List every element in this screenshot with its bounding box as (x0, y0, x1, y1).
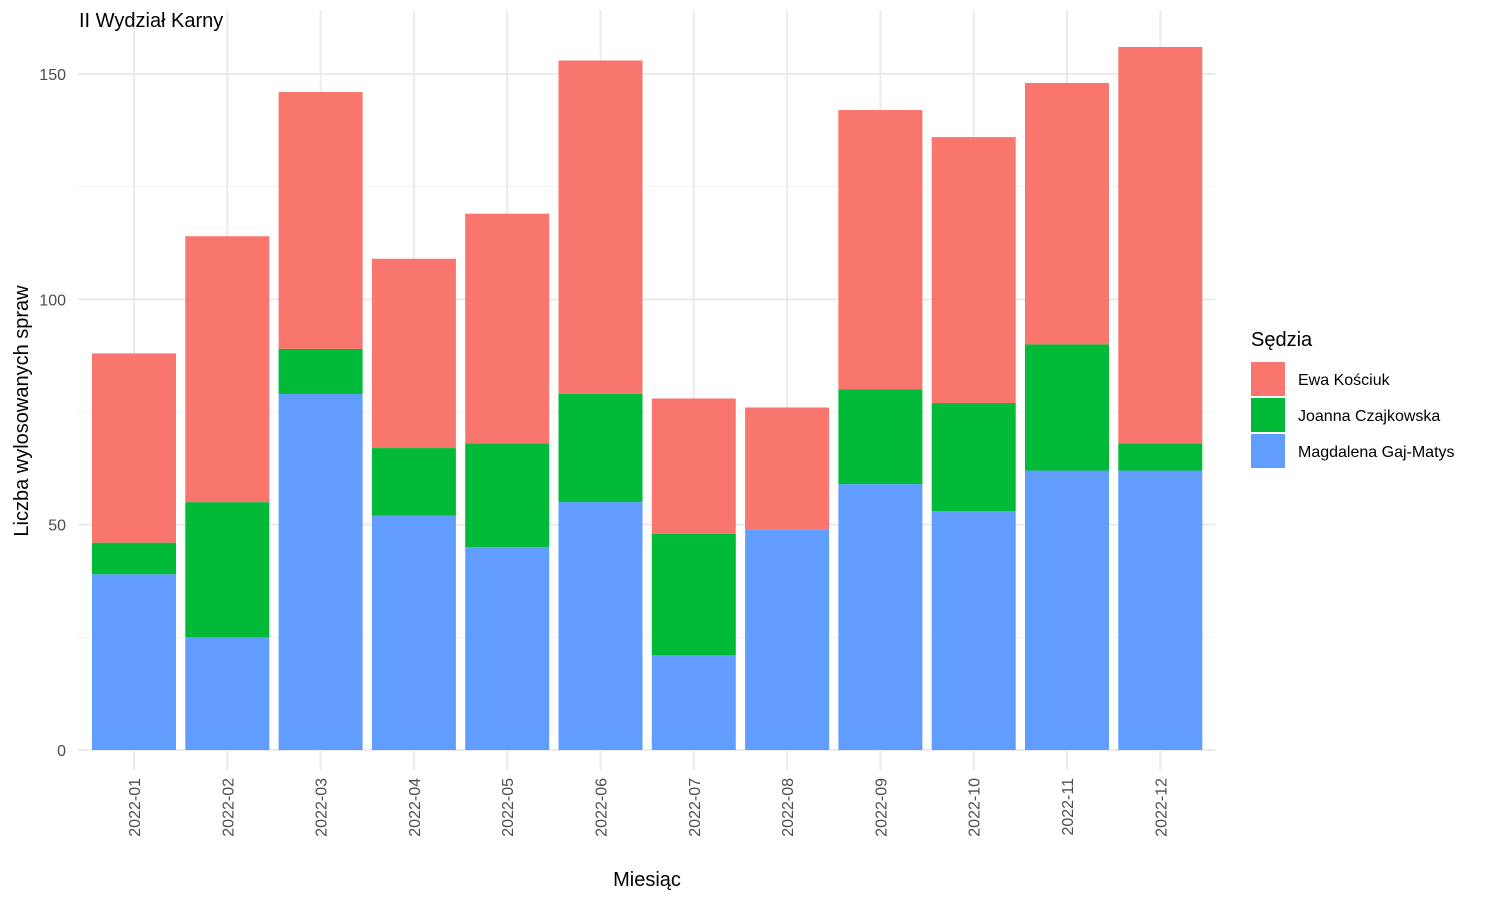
chart-title: II Wydział Karny (79, 10, 223, 32)
bar-segment (465, 213, 550, 444)
bar-segment (745, 529, 830, 750)
bar-segment (465, 547, 550, 750)
bar-segment (651, 533, 736, 656)
y-tick-label: 100 (39, 292, 66, 309)
bar-segment (185, 236, 270, 503)
legend: Sędzia Ewa Kościuk Joanna Czajkowska Magda… (1251, 329, 1455, 468)
legend-title: Sędzia (1251, 329, 1313, 351)
bar-segment (651, 398, 736, 534)
bar-segment (931, 137, 1016, 403)
bar-segment (838, 110, 923, 390)
bar-segment (558, 393, 643, 503)
x-tick-label: 2022-06 (594, 778, 611, 837)
bar-segment (92, 574, 176, 750)
bar-segment (92, 542, 176, 575)
bar-segment (371, 258, 456, 449)
bar-segment (92, 353, 176, 543)
bar-segment (185, 637, 270, 750)
x-tick-label: 2022-05 (500, 778, 517, 837)
bar-segment (1025, 83, 1109, 345)
x-tick-label: 2022-08 (780, 778, 797, 837)
x-tick-label: 2022-12 (1153, 778, 1170, 837)
bar-segment (371, 448, 456, 516)
bar-segment (931, 402, 1016, 512)
y-tick-label: 50 (48, 518, 66, 535)
bar-segment (278, 393, 363, 750)
legend-key (1251, 398, 1285, 432)
x-tick-label: 2022-07 (687, 778, 704, 837)
bar-segment (465, 443, 550, 548)
x-tick-label: 2022-04 (407, 778, 424, 837)
bar-segment (651, 655, 736, 750)
y-tick-label: 0 (57, 743, 66, 760)
legend-label: Ewa Kościuk (1298, 372, 1391, 389)
x-axis-title: Miesiąc (613, 869, 681, 891)
bar-segment (1118, 470, 1203, 750)
x-tick-label: 2022-02 (220, 778, 237, 837)
legend-items: Ewa Kościuk Joanna Czajkowska Magdalena Ga… (1251, 362, 1455, 468)
bar-segment (278, 348, 363, 394)
x-tick-label: 2022-03 (314, 778, 331, 837)
bar-segment (1025, 344, 1109, 471)
legend-key (1251, 362, 1285, 396)
legend-label: Joanna Czajkowska (1298, 408, 1440, 425)
bars (92, 46, 1203, 750)
x-tick-label: 2022-10 (967, 778, 984, 837)
bar-segment (371, 515, 456, 750)
bar-segment (185, 502, 270, 638)
bar-segment (1118, 443, 1203, 471)
bar-segment (278, 92, 363, 349)
x-tick-label: 2022-11 (1060, 778, 1077, 836)
y-axis-ticks: 0 50 100 150 (39, 67, 66, 760)
bar-segment (1025, 470, 1109, 750)
y-tick-label: 150 (39, 67, 66, 84)
bar-segment (931, 511, 1016, 750)
bar-segment (838, 389, 923, 485)
bar-segment (1118, 46, 1203, 444)
legend-key (1251, 434, 1285, 468)
bar-segment (558, 60, 643, 394)
bar-segment (558, 502, 643, 750)
bar-segment (838, 484, 923, 750)
x-tick-label: 2022-09 (873, 778, 890, 837)
bar-segment (745, 407, 830, 530)
y-axis-title: Liczba wylosowanych spraw (11, 285, 33, 537)
x-axis-ticks: 2022-01 2022-02 2022-03 2022-04 2022-05 2022-… (127, 778, 1170, 837)
x-tick-label: 2022-01 (127, 778, 144, 837)
legend-label: Magdalena Gaj-Matys (1298, 444, 1455, 461)
